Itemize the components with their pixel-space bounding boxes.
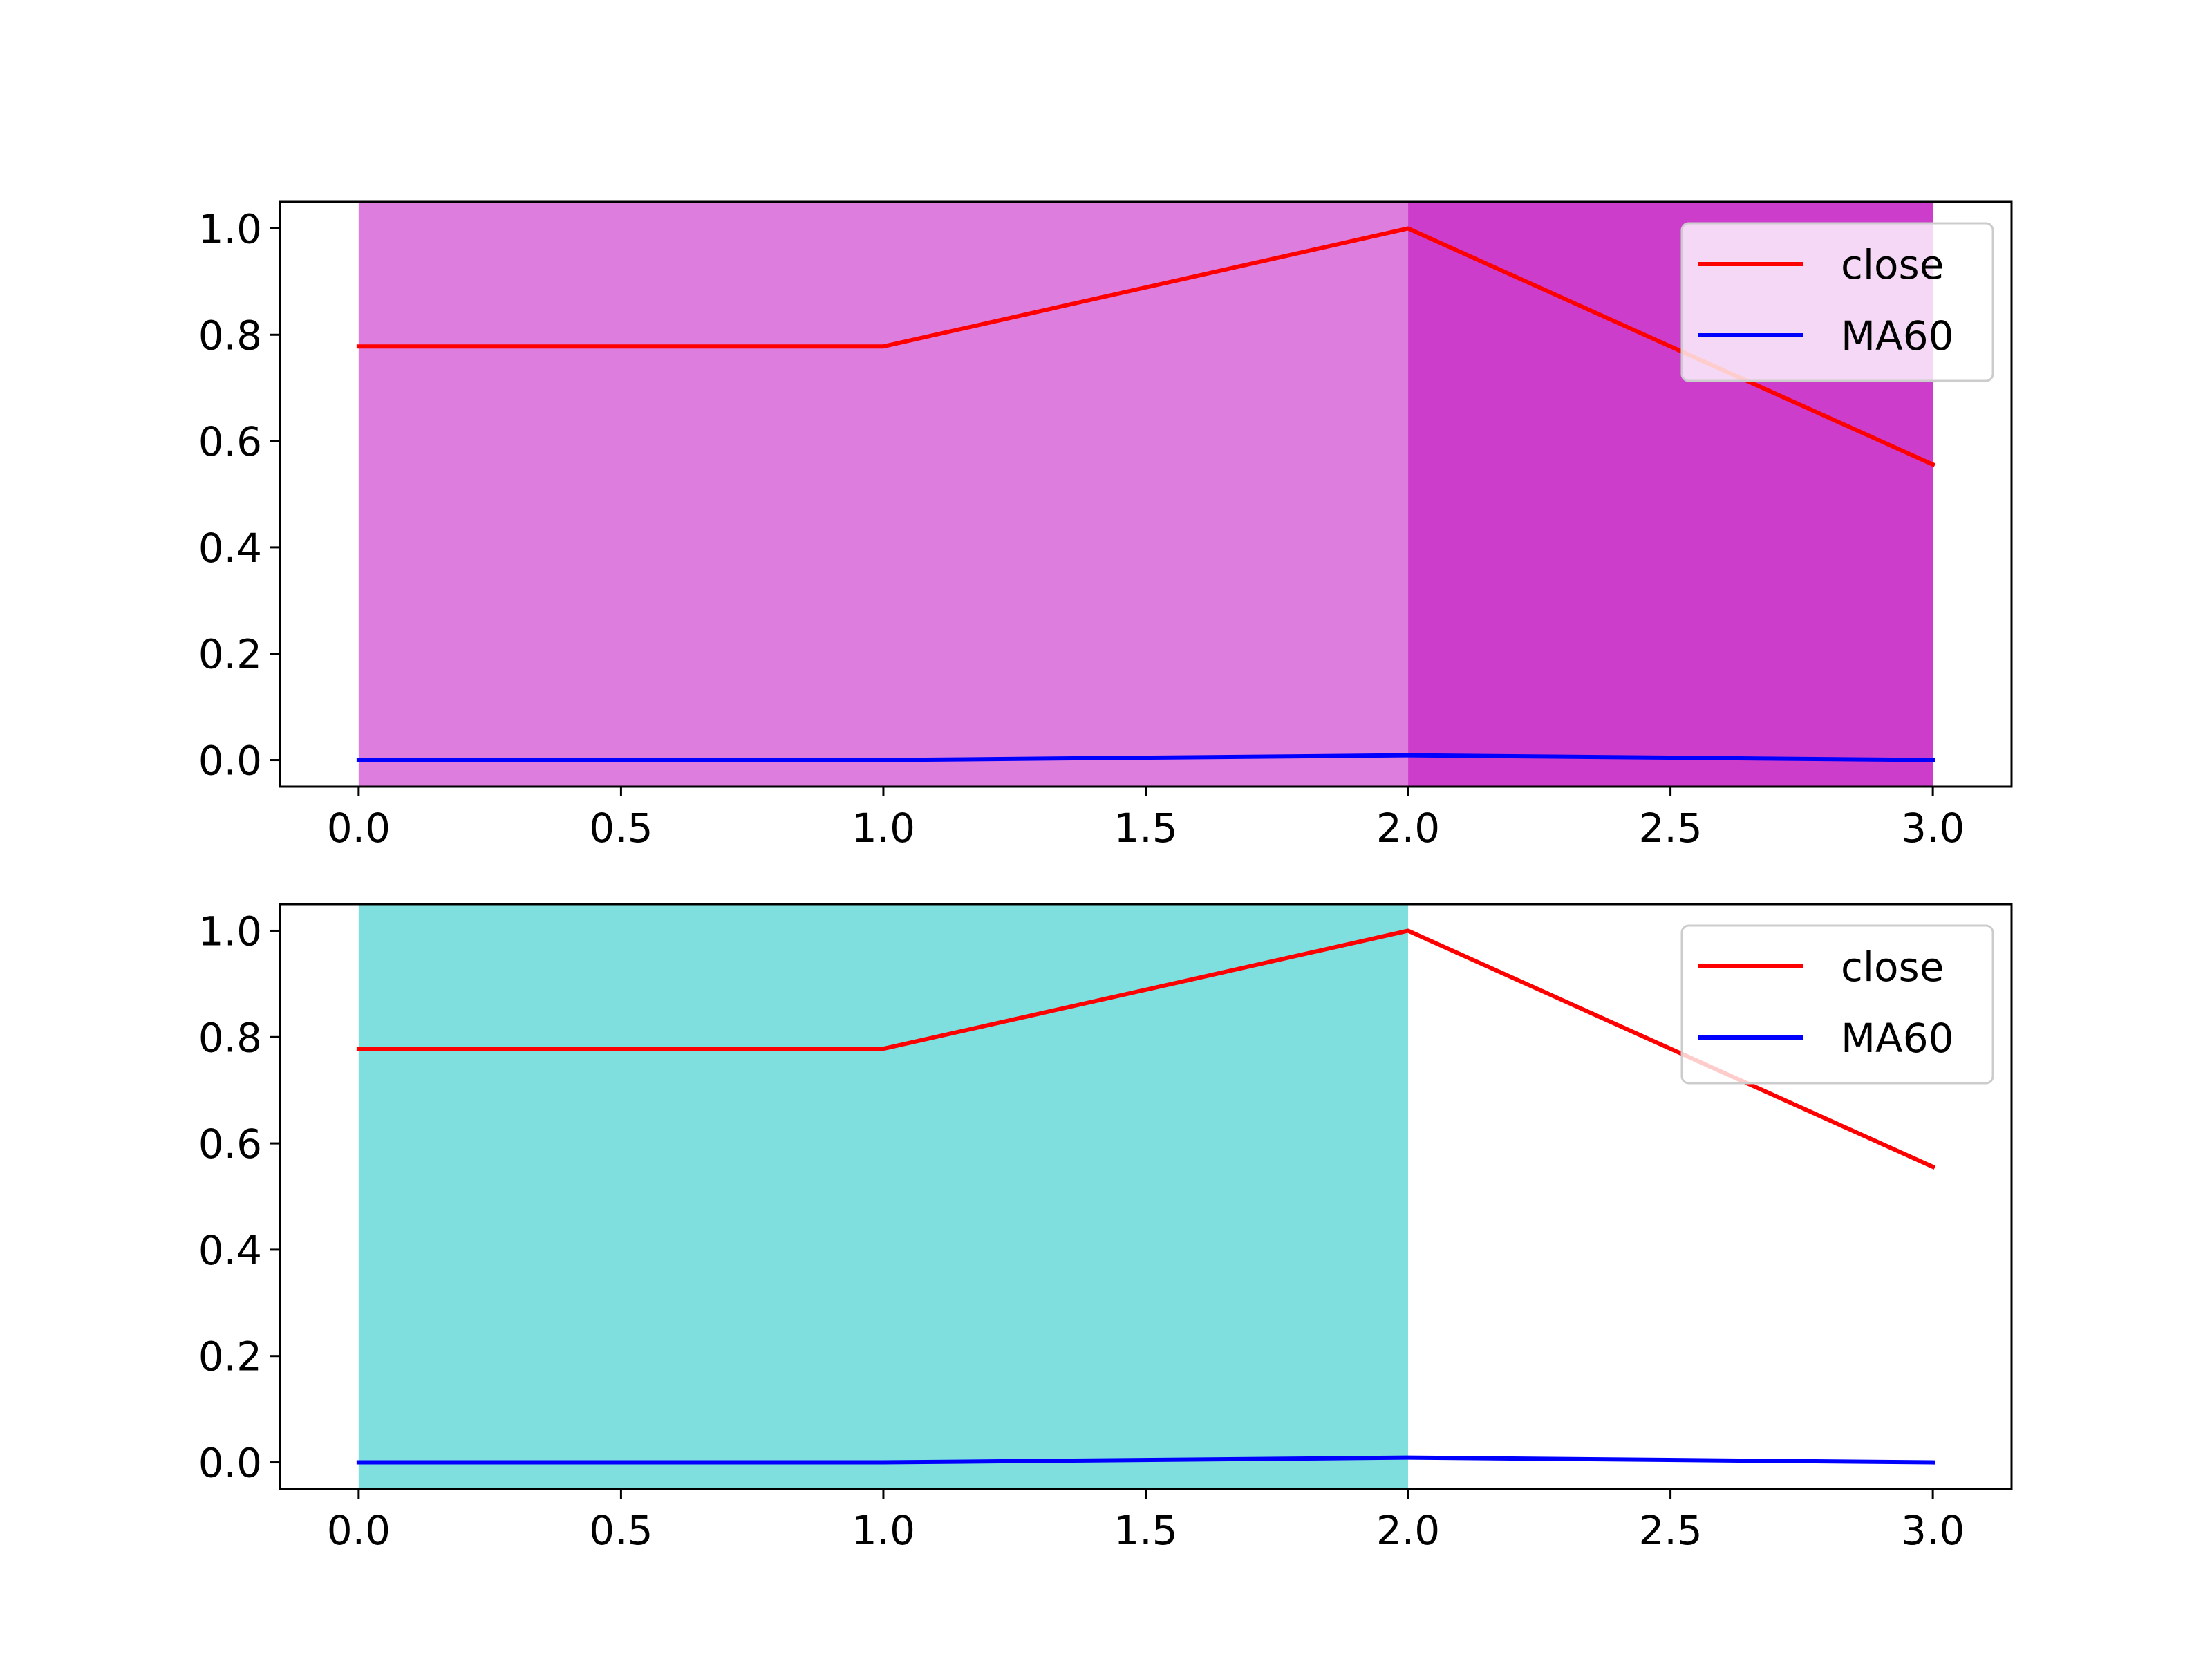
chart-2-y-tick-label: 0.2 <box>198 1333 262 1380</box>
chart-1-x-tick-label: 1.5 <box>1114 805 1177 852</box>
chart-2-x-tick-label: 1.0 <box>852 1507 915 1554</box>
chart-2-line-close <box>356 928 1936 1170</box>
chart-2-legend-label-ma60: MA60 <box>1841 1015 1954 1062</box>
chart-1-y-tick-label: 0.4 <box>198 525 262 572</box>
chart-2-x-tick-label: 0.0 <box>327 1507 391 1554</box>
chart-2-x-tick-label: 0.5 <box>589 1507 653 1554</box>
chart-1-x-tick-label: 3.0 <box>1901 805 1965 852</box>
chart-1-y-tick-label: 0.6 <box>198 418 262 465</box>
chart-2-x-tick-label: 2.5 <box>1638 1507 1702 1554</box>
chart-2-x-tick-label: 3.0 <box>1901 1507 1965 1554</box>
chart-1-line-close <box>356 226 1936 467</box>
chart-2-legend: close MA60 <box>1680 924 1994 1085</box>
chart-1-panel: 0.0 0.5 1.0 1.5 2.0 2.5 3.0 0.0 0.2 0.4 0.6 0.8 1.0 c… <box>198 200 2013 852</box>
chart-1-y-tick-label: 1.0 <box>198 205 262 252</box>
chart-1-legend-label-ma60: MA60 <box>1841 312 1954 359</box>
chart-1-legend: close MA60 <box>1680 222 1994 382</box>
chart-1-shaded-span-1 <box>358 202 1409 787</box>
chart-1-x-tick-label: 0.5 <box>589 805 653 852</box>
chart-2-x-tick-label: 1.5 <box>1114 1507 1177 1554</box>
chart-1-y-tick-label: 0.2 <box>198 631 262 678</box>
chart-1-x-tick-label: 0.0 <box>327 805 391 852</box>
chart-2-y-tick-label: 1.0 <box>198 908 262 955</box>
chart-1-x-tick-label: 1.0 <box>852 805 915 852</box>
chart-1-line-ma60 <box>356 753 1936 762</box>
chart-2-shaded-span-1 <box>358 904 1409 1489</box>
chart-1-y-tick-label: 0.0 <box>198 738 262 785</box>
chart-1-y-tick-label: 0.8 <box>198 312 262 359</box>
chart-2-line-ma60 <box>356 1455 1936 1465</box>
chart-2-panel: 0.0 0.5 1.0 1.5 2.0 2.5 3.0 0.0 0.2 0.4 0.6 0.8 1.0 c… <box>198 903 2013 1554</box>
chart-1-x-tick-label: 2.0 <box>1376 805 1440 852</box>
chart-2-y-tick-label: 0.6 <box>198 1121 262 1168</box>
chart-2-y-tick-label: 0.4 <box>198 1227 262 1274</box>
chart-2-legend-label-close: close <box>1841 944 1944 991</box>
chart-1-x-tick-label: 2.5 <box>1638 805 1702 852</box>
chart-2-y-tick-label: 0.0 <box>198 1440 262 1487</box>
chart-2-x-tick-label: 2.0 <box>1376 1507 1440 1554</box>
chart-1-legend-label-close: close <box>1841 241 1944 288</box>
chart-2-y-tick-label: 0.8 <box>198 1014 262 1061</box>
